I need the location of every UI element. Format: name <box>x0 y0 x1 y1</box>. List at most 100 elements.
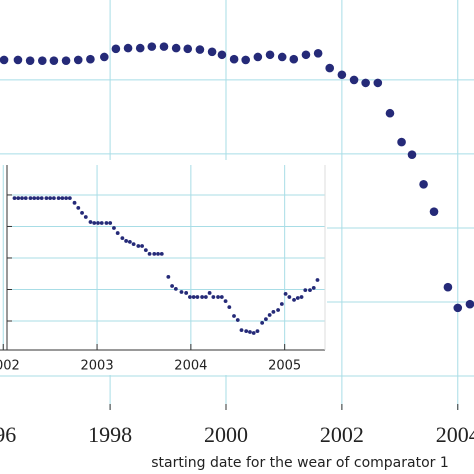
x-tick-label: 2002 <box>320 422 364 447</box>
point <box>419 179 428 189</box>
point <box>64 196 68 200</box>
point <box>83 215 88 219</box>
point <box>227 305 232 310</box>
x-tick-label: 2003 <box>81 359 114 374</box>
point <box>232 314 236 318</box>
point <box>265 50 275 60</box>
point <box>52 196 56 200</box>
point <box>283 292 288 296</box>
point <box>131 242 136 247</box>
point <box>143 248 148 252</box>
point <box>99 221 104 225</box>
x-tick-label: 2004 <box>436 422 474 447</box>
point <box>203 295 208 299</box>
point <box>96 221 100 225</box>
point <box>299 295 304 299</box>
point <box>267 313 272 317</box>
point <box>373 78 383 88</box>
x-tick-label: 1996 <box>0 422 16 447</box>
point <box>0 55 9 65</box>
point <box>313 48 323 58</box>
point <box>453 303 463 313</box>
point <box>276 308 280 312</box>
point <box>361 78 370 88</box>
point <box>248 330 252 334</box>
point <box>28 196 33 200</box>
point <box>183 44 193 54</box>
point <box>67 196 72 200</box>
point <box>127 239 132 244</box>
point <box>100 52 109 62</box>
point <box>337 70 347 80</box>
point <box>147 251 152 256</box>
point <box>80 211 84 215</box>
point <box>38 56 47 65</box>
point <box>443 282 453 292</box>
point <box>124 239 129 243</box>
point <box>112 226 116 230</box>
x-tick-label: 1998 <box>88 422 132 447</box>
point <box>152 251 157 256</box>
point <box>211 295 216 299</box>
point <box>115 231 120 235</box>
point <box>56 196 61 200</box>
point <box>166 274 171 279</box>
point <box>349 75 359 85</box>
point <box>235 318 240 322</box>
point <box>159 42 169 51</box>
point <box>159 251 164 256</box>
point <box>16 196 21 200</box>
point <box>48 196 53 200</box>
point <box>251 331 256 335</box>
point <box>140 244 144 248</box>
point <box>217 50 227 60</box>
point <box>73 55 83 65</box>
point <box>311 286 316 290</box>
point <box>295 296 300 300</box>
point <box>200 295 205 299</box>
point <box>44 196 49 200</box>
x-tick-label: 2004 <box>174 359 207 374</box>
point <box>195 295 200 299</box>
point <box>136 244 141 248</box>
point <box>407 150 417 159</box>
point <box>397 137 406 147</box>
point <box>179 290 184 294</box>
point <box>92 221 97 225</box>
point <box>303 288 308 293</box>
point <box>108 221 113 225</box>
point <box>191 295 196 299</box>
point <box>61 56 71 65</box>
point <box>287 295 292 299</box>
point <box>216 295 220 299</box>
point <box>223 299 228 304</box>
x-tick-label: 2000 <box>204 422 248 447</box>
point <box>135 43 145 53</box>
x-tick-label: 2005 <box>268 359 301 374</box>
point <box>195 45 205 54</box>
point <box>264 317 268 322</box>
point <box>23 196 28 200</box>
point <box>171 43 181 53</box>
point <box>12 196 17 200</box>
point <box>72 200 77 205</box>
point <box>260 320 265 325</box>
point <box>13 55 23 65</box>
point <box>241 55 250 65</box>
x-axis-label: starting date for the wear of comparator… <box>151 455 449 471</box>
x-tick-label: 2002 <box>0 359 20 374</box>
point <box>120 236 125 241</box>
point <box>239 328 244 333</box>
point <box>111 44 121 54</box>
point <box>292 297 296 302</box>
point <box>20 196 24 200</box>
point <box>32 196 37 200</box>
point <box>277 52 287 62</box>
point <box>385 108 395 118</box>
point <box>207 47 217 57</box>
point <box>60 196 65 200</box>
point <box>39 196 44 200</box>
point <box>255 329 260 333</box>
point <box>315 278 320 282</box>
